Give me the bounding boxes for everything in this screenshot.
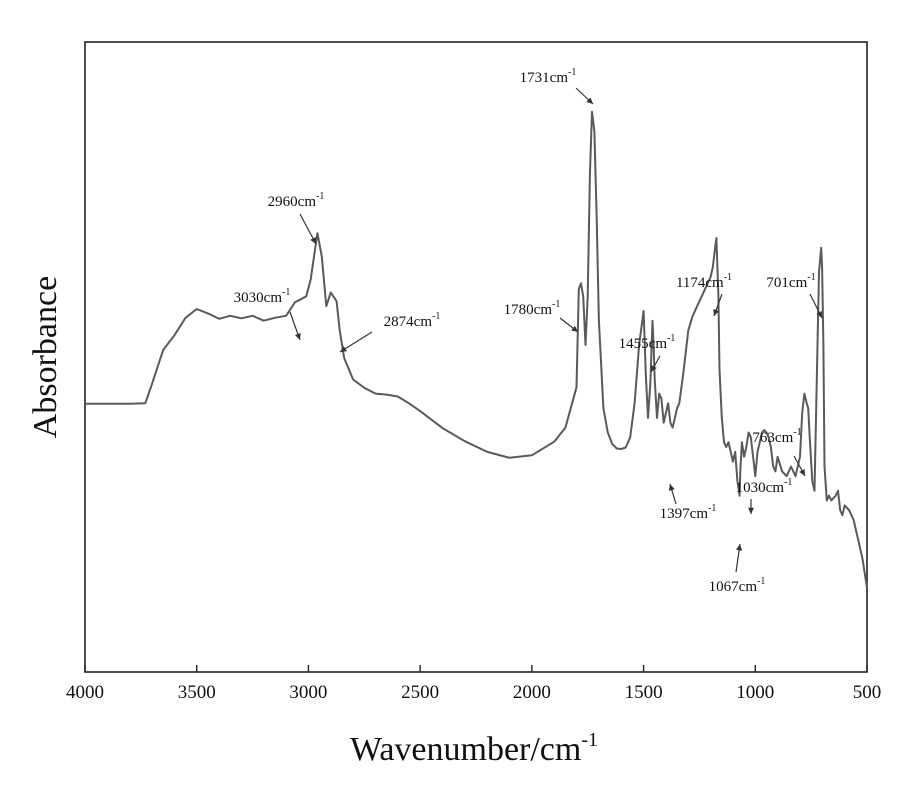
peak-label: 1067cm-1 [709,576,766,595]
peak-label-text: 1174cm [676,275,724,291]
peak-label-text: 1397cm [660,506,709,522]
peak-arrow-head [586,97,593,104]
peak-label-superscript: -1 [667,333,675,344]
peak-arrow-head [668,484,675,491]
peak-label: 701cm-1 [766,272,815,291]
x-axis-title-superscript: -1 [581,729,598,751]
peak-arrow-head [340,346,347,352]
x-tick-label: 2500 [401,682,439,703]
peak-label-superscript: -1 [757,576,765,587]
peak-annotations: 2960cm-13030cm-12874cm-11731cm-11780cm-1… [234,67,823,595]
peak-label: 1780cm-1 [504,299,561,318]
peak-arrow-head [816,311,822,318]
peak-label-superscript: -1 [807,272,815,283]
x-tick-label: 1500 [625,682,663,703]
peak-arrow-head [736,544,743,551]
spectrum-line [85,110,868,589]
peak-label: 1731cm-1 [520,67,577,86]
peak-label-superscript: -1 [432,311,440,322]
peak-label-superscript: -1 [552,299,560,310]
peak-label: 1397cm-1 [660,503,717,522]
peak-arrow-head [651,365,657,372]
peak-arrow-head [295,333,301,340]
peak-label-superscript: -1 [282,287,290,298]
peak-label-text: 3030cm [234,290,283,306]
peak-arrow-head [571,325,578,332]
peak-label-text: 1030cm [736,480,785,496]
x-tick-label: 1000 [736,682,774,703]
peak-label: 2960cm-1 [268,191,325,210]
x-axis-ticks: 4000 3500 3000 2500 2000 1500 1000 500 [66,665,881,703]
peak-arrow-head [748,507,754,514]
peak-label-superscript: -1 [708,503,716,514]
peak-label-text: 701cm [766,275,807,291]
peak-label: 1174cm-1 [676,272,732,291]
peak-label: 1030cm-1 [736,477,793,496]
peak-label-text: 1067cm [709,579,758,595]
peak-label-text: 2874cm [384,314,433,330]
peak-arrow-head [310,237,316,244]
peak-label-superscript: -1 [724,272,732,283]
x-tick-label: 3000 [289,682,327,703]
x-tick-label: 500 [853,682,882,703]
peak-label: 763cm-1 [752,427,801,446]
x-axis-title: Wavenumber/cm-1 [350,729,598,768]
peak-label-superscript: -1 [793,427,801,438]
peak-label-text: 1780cm [504,302,553,318]
peak-label-superscript: -1 [316,191,324,202]
peak-label-text: 1455cm [619,336,668,352]
peak-arrow-head [713,309,719,316]
peak-label: 3030cm-1 [234,287,291,306]
peak-arrow-head [799,469,805,476]
peak-label: 1455cm-1 [619,333,676,352]
peak-label-superscript: -1 [568,67,576,78]
peak-label: 2874cm-1 [384,311,441,330]
x-tick-label: 3500 [178,682,216,703]
plot-frame [84,41,868,673]
x-tick-label: 4000 [66,682,104,703]
y-axis-title: Absorbance [27,276,64,438]
peak-label-text: 1731cm [520,70,569,86]
x-axis-title-text: Wavenumber/cm [350,731,581,768]
peak-label-superscript: -1 [784,477,792,488]
peak-label-text: 763cm [752,430,793,446]
x-tick-label: 2000 [513,682,551,703]
peak-label-text: 2960cm [268,194,317,210]
